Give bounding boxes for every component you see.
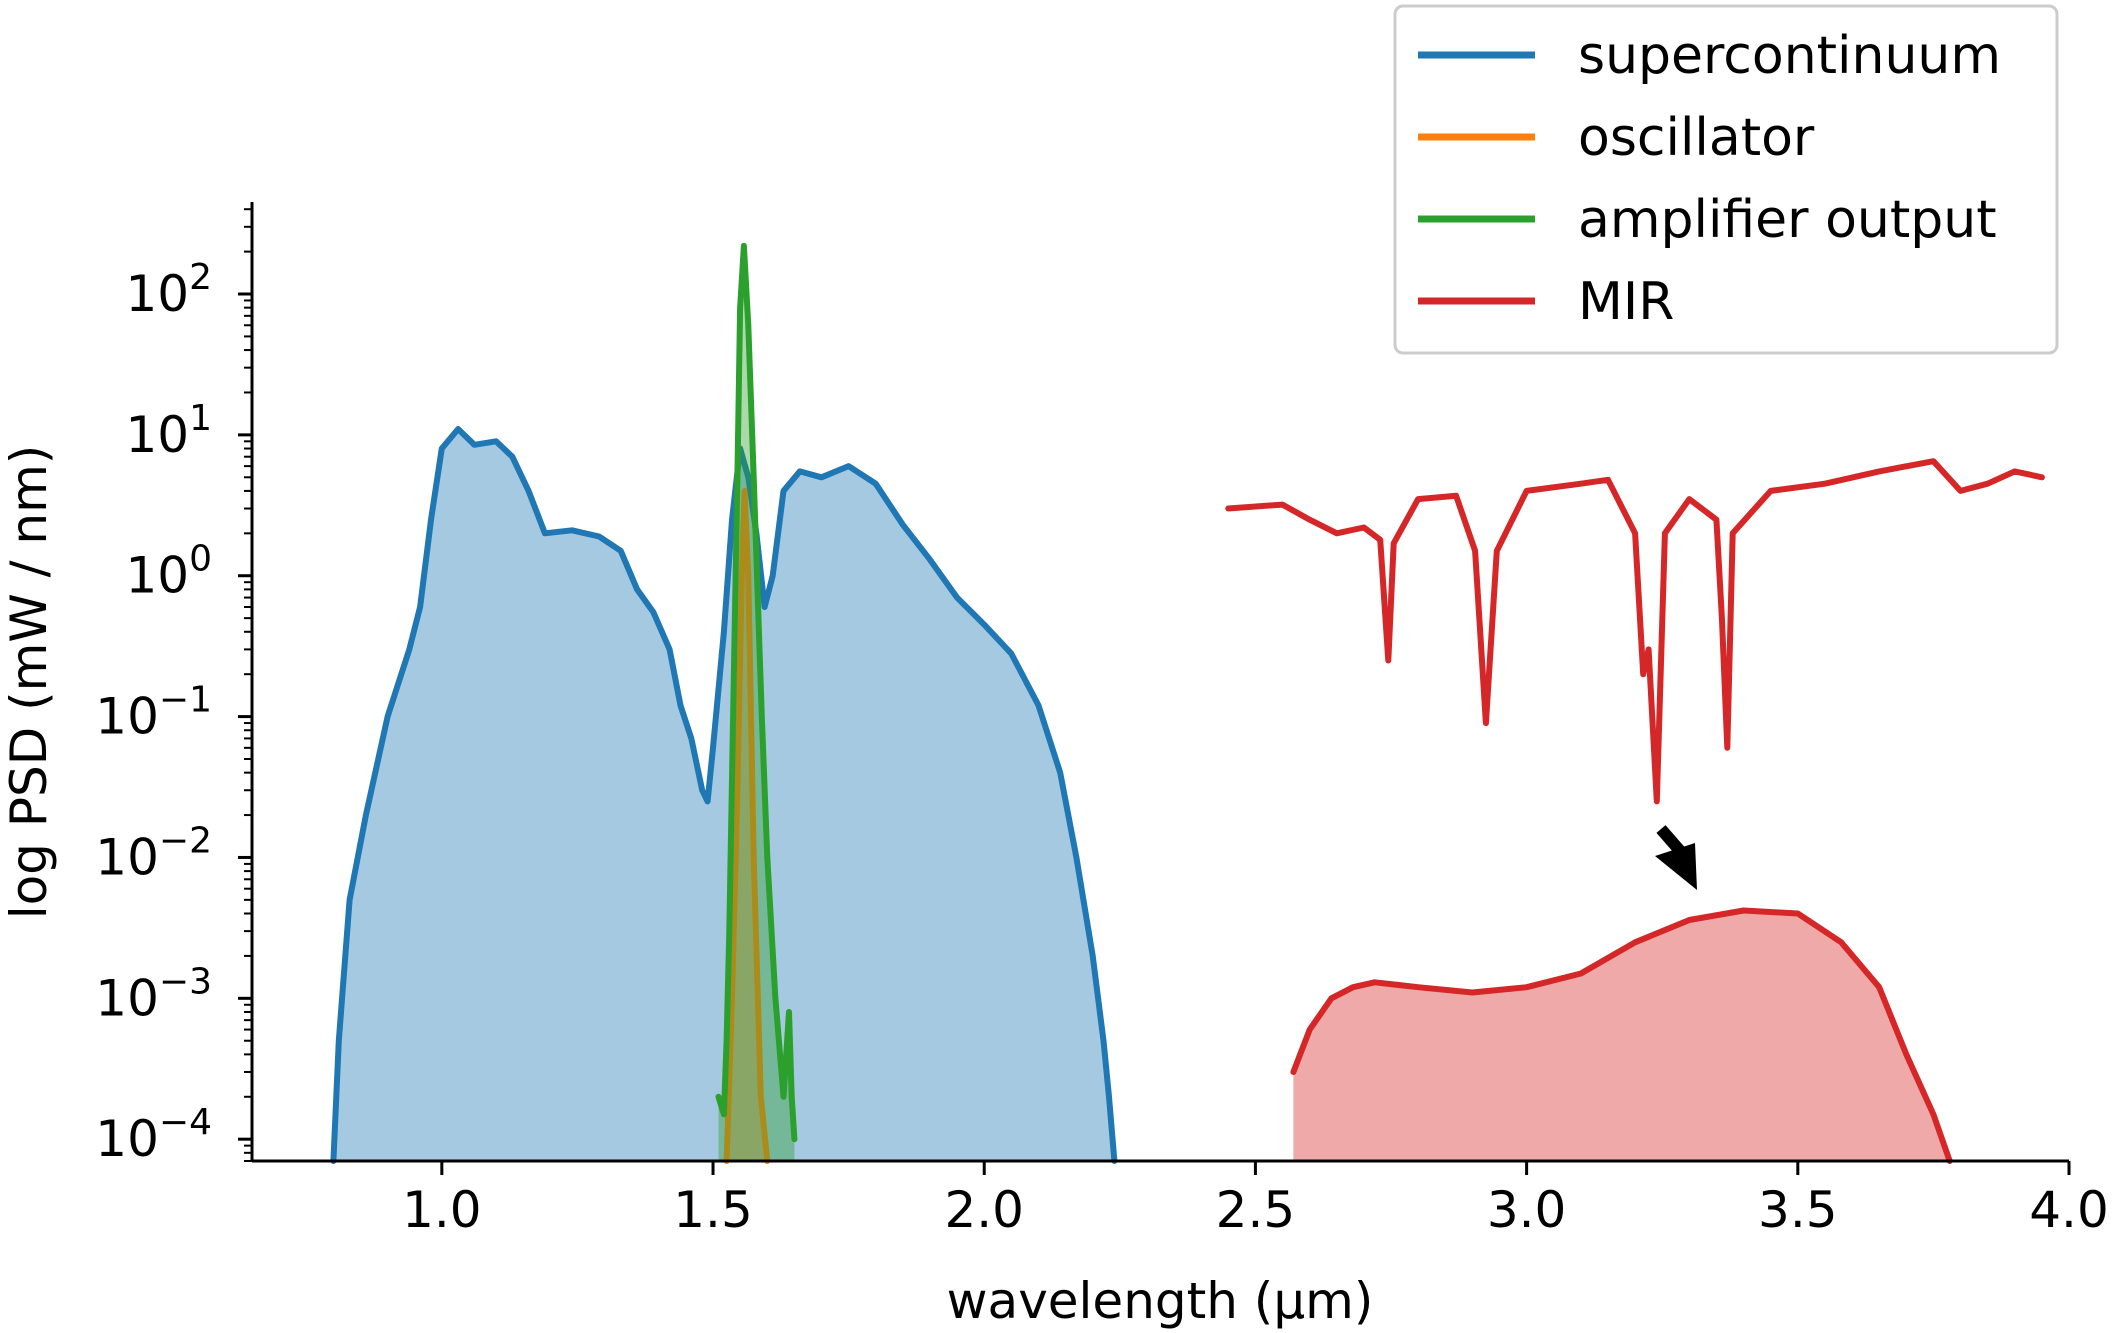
series-fill-MIR	[1293, 910, 1950, 1161]
x-ticks: 1.0 1.5 2.0 2.5 3.0 3.5 4.0	[402, 1161, 2109, 1239]
axes-layer	[250, 202, 2069, 1163]
series-layer	[330, 242, 2045, 1164]
legend: supercontinuum oscillator amplifier output…	[1393, 4, 2059, 355]
y-tick-label: 10−4	[95, 1102, 212, 1168]
series-line-amplifier-output	[715, 242, 798, 1143]
y-tick-label: 100	[125, 539, 212, 605]
legend-label: amplifier output	[1578, 190, 1997, 250]
annotation-layer	[1655, 825, 1697, 890]
y-axis-label: log PSD (mW / nm)	[0, 445, 58, 920]
x-axis-label: wavelength (µm)	[947, 1272, 1374, 1330]
y-tick-label: 10−1	[95, 680, 212, 746]
legend-entries: supercontinuum oscillator amplifier output…	[1418, 26, 2001, 332]
x-tick-label: 3.0	[1487, 1181, 1567, 1239]
series-line-supercontinuum	[330, 426, 1118, 1164]
y-tick-label: 10−2	[95, 820, 212, 886]
legend-label: oscillator	[1578, 108, 1815, 168]
legend-label: MIR	[1578, 272, 1674, 332]
legend-label: supercontinuum	[1578, 26, 2001, 86]
series-line-MIR	[1290, 907, 1953, 1164]
x-tick-label: 1.5	[673, 1181, 753, 1239]
annotation-arrow-shaft	[1656, 825, 1686, 856]
annotation-arrow-head	[1655, 843, 1697, 890]
y-tick-label: 102	[125, 257, 212, 323]
x-tick-label: 4.0	[2029, 1181, 2109, 1239]
series-fill-supercontinuum	[333, 429, 1115, 1161]
series-line-oscillator	[723, 487, 771, 1164]
x-tick-label: 2.5	[1216, 1181, 1296, 1239]
y-ticks: 10−4 10−3 10−2 10−1 100 101 102	[95, 208, 252, 1168]
y-tick-label: 10−3	[95, 961, 212, 1027]
series-line-mir-absorbance	[1225, 458, 2045, 805]
x-tick-label: 3.5	[1758, 1181, 1838, 1239]
legend-frame	[1393, 4, 2059, 355]
x-tick-label: 2.0	[944, 1181, 1024, 1239]
x-tick-label: 1.0	[402, 1181, 482, 1239]
y-tick-label: 101	[125, 398, 212, 464]
